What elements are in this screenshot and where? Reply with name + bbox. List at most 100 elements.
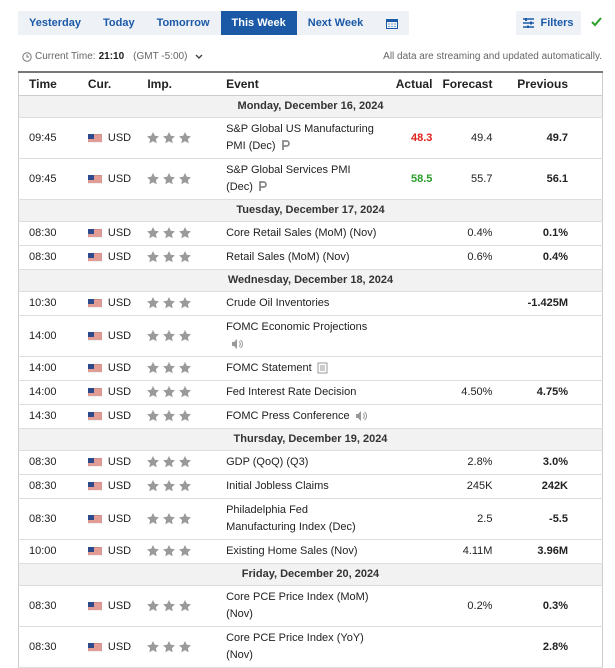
event-row[interactable]: 08:30 USD GDP (QoQ) (Q3) 2.8% 3.0%: [18, 450, 603, 475]
event-row[interactable]: 08:30 USD Core PCE Price Index (MoM) (Nov)…: [18, 585, 603, 627]
filters-button[interactable]: Filters: [516, 11, 581, 35]
actual-cell: [384, 498, 443, 540]
currency-cell: USD: [87, 315, 148, 357]
event-time: 10:30: [18, 291, 88, 316]
column-header: Time: [18, 72, 88, 96]
forecast-cell: 0.4%: [442, 221, 503, 246]
event-time: 08:30: [18, 245, 88, 270]
currency-code: USD: [107, 545, 132, 557]
event-row[interactable]: 09:45 USD S&P Global Services PMI (Dec) 58.…: [18, 158, 603, 200]
previous-value: -5.5: [549, 512, 568, 525]
event-name: GDP (QoQ) (Q3): [226, 454, 378, 471]
event-cell: Fed Interest Rate Decision: [226, 380, 385, 405]
previous-cell: [502, 356, 603, 381]
event-time: 09:45: [18, 117, 88, 159]
forecast-cell: 0.2%: [442, 585, 503, 627]
day-date: Tuesday, December 17, 2024: [18, 199, 603, 222]
speech-icon: [355, 411, 367, 422]
flag-icon: [87, 299, 102, 308]
event-text: S&P Global US Manufacturing PMI (Dec): [226, 123, 374, 152]
actual-cell: [384, 626, 443, 668]
event-row[interactable]: 14:00 USD Fed Interest Rate Decision 4.50% 4…: [18, 380, 603, 405]
currency-code: USD: [107, 297, 132, 309]
forecast-value: 55.7: [471, 172, 493, 185]
importance-stars: [147, 456, 192, 468]
currency-code: USD: [107, 640, 132, 653]
currency: USD: [87, 454, 147, 471]
event-name: FOMC Economic Projections: [226, 319, 378, 353]
currency-cell: USD: [87, 498, 148, 540]
forecast-cell: 4.11M: [442, 539, 503, 564]
event-row[interactable]: 10:00 USD Existing Home Sales (Nov) 4.11M 3.…: [18, 539, 603, 564]
tab[interactable]: Next Week: [307, 17, 364, 29]
event-name: Crude Oil Inventories: [226, 295, 378, 312]
actual-cell: [384, 380, 443, 405]
event-time: 08:30: [18, 498, 88, 540]
column-header: Forecast: [442, 72, 503, 96]
actual-cell: [384, 315, 443, 357]
currency-cell: USD: [87, 291, 148, 316]
day-row: Friday, December 20, 2024: [18, 563, 603, 586]
currency-code: USD: [107, 410, 132, 422]
currency-cell: USD: [87, 158, 148, 200]
event-cell: Retail Sales (MoM) (Nov): [226, 245, 385, 270]
actual-cell: [384, 585, 443, 627]
event-cell: Crude Oil Inventories: [226, 291, 385, 316]
event-cell: FOMC Press Conference: [226, 404, 385, 429]
currency-code: USD: [107, 329, 132, 342]
actual-cell: [384, 245, 443, 270]
event-row[interactable]: 10:30 USD Crude Oil Inventories -1.425M: [18, 291, 603, 316]
event-row[interactable]: 08:30 USD Philadelphia Fed Manufacturing I…: [18, 498, 603, 540]
tab[interactable]: Today: [102, 17, 135, 29]
event-row[interactable]: 14:30 USD FOMC Press Conference: [18, 404, 603, 429]
previous-cell: 3.0%: [502, 450, 603, 475]
event-row[interactable]: 08:30 USD Retail Sales (MoM) (Nov) 0.6% 0.4%: [18, 245, 603, 270]
flag-icon: [87, 174, 102, 184]
forecast-cell: 2.5: [442, 498, 503, 540]
previous-cell: [502, 404, 603, 429]
event-time: 08:30: [18, 450, 88, 475]
event-cell: S&P Global US Manufacturing PMI (Dec): [226, 117, 385, 159]
importance: [147, 585, 227, 627]
event-row[interactable]: 08:30 USD Core Retail Sales (MoM) (Nov) 0.4…: [18, 221, 603, 246]
tab[interactable]: Yesterday: [29, 17, 81, 29]
dropdown-icon[interactable]: [195, 54, 203, 60]
flag-icon: [87, 253, 102, 262]
actual-cell: 58.5: [384, 158, 443, 200]
event-row[interactable]: 14:00 USD FOMC Statement: [18, 356, 603, 381]
column-header: Imp.: [147, 72, 227, 96]
timezone[interactable]: (GMT -5:00): [133, 51, 188, 62]
tab[interactable]: This Week: [220, 11, 297, 35]
time-value: 21:10: [98, 51, 125, 62]
calendar-button[interactable]: [374, 11, 409, 35]
importance: [147, 158, 227, 200]
importance-stars: [147, 512, 192, 524]
currency-cell: USD: [87, 245, 148, 270]
tab[interactable]: Tomorrow: [156, 17, 210, 29]
day-row: Monday, December 16, 2024: [18, 95, 603, 118]
event-row[interactable]: 14:00 USD FOMC Economic Projections: [18, 315, 603, 357]
currency: USD: [87, 478, 147, 495]
forecast-cell: [442, 356, 503, 381]
forecast-cell: 0.6%: [442, 245, 503, 270]
event-row[interactable]: 09:45 USD S&P Global US Manufacturing PMI …: [18, 117, 603, 159]
event-row[interactable]: 08:30 USD Initial Jobless Claims 245K 242K: [18, 474, 603, 499]
actual-cell: [384, 221, 443, 246]
currency-cell: USD: [87, 585, 148, 627]
event-name: Retail Sales (MoM) (Nov): [226, 249, 378, 266]
event-row[interactable]: 08:30 USD Core PCE Price Index (YoY) (Nov)…: [18, 626, 603, 668]
event-text: FOMC Economic Projections: [226, 321, 368, 333]
importance-stars: [147, 297, 192, 309]
flag-icon: [87, 412, 102, 421]
currency-cell: USD: [87, 404, 148, 429]
currency: USD: [87, 130, 147, 147]
day-date: Monday, December 16, 2024: [18, 95, 603, 118]
day-date: Friday, December 20, 2024: [18, 563, 603, 586]
currency-code: USD: [107, 172, 132, 185]
preliminary-icon: [259, 181, 267, 192]
currency: USD: [87, 328, 147, 345]
currency-cell: USD: [87, 474, 148, 499]
previous-value: -1.425M: [527, 297, 568, 309]
event-time: 10:00: [18, 539, 88, 564]
flag-icon: [87, 642, 102, 652]
